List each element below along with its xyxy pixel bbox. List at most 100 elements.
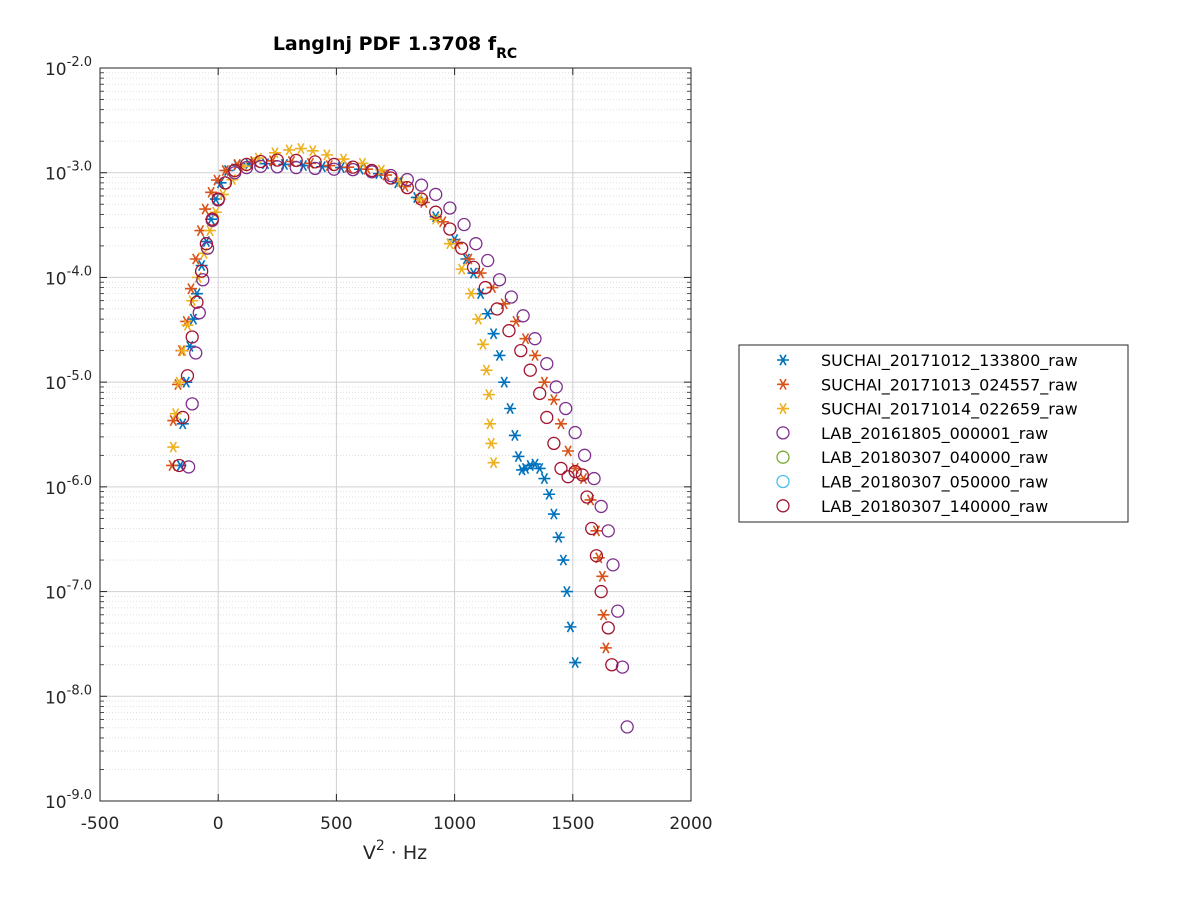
chart-title-subscript: RC <box>496 46 517 62</box>
data-point <box>356 157 369 169</box>
data-point <box>606 558 620 572</box>
y-tick-label-exponent: -7.0 <box>67 579 92 594</box>
data-point <box>199 237 214 251</box>
y-tick-label-exponent: -8.0 <box>67 683 92 698</box>
data-point <box>577 448 592 462</box>
axis-ticks <box>99 67 692 802</box>
data-point <box>547 436 561 451</box>
data-point <box>457 217 471 232</box>
data-point <box>528 349 541 362</box>
data-point <box>615 660 630 674</box>
data-point <box>346 160 360 174</box>
data-point <box>189 253 202 265</box>
chart-title: LangInj PDF 1.3708 fRC <box>273 33 517 62</box>
series-1 <box>166 155 612 654</box>
data-point <box>443 201 457 215</box>
legend-label: LAB_20180307_040000_raw <box>821 448 1048 468</box>
grid <box>99 67 692 802</box>
data-point <box>575 468 589 482</box>
data-point <box>476 338 489 350</box>
data-point <box>294 142 307 155</box>
data-point <box>498 376 511 388</box>
legend-entry: LAB_20161805_000001_raw <box>776 424 1048 444</box>
x-tick-label: 0 <box>213 814 224 834</box>
data-point <box>186 295 199 307</box>
data-point <box>589 549 604 563</box>
data-point <box>337 153 350 165</box>
data-point <box>283 144 296 156</box>
data-point <box>504 290 518 304</box>
legend-entry: SUCHAI_20171013_024557_raw <box>777 375 1078 395</box>
data-point <box>493 349 506 362</box>
data-point <box>528 332 542 346</box>
y-tick-label-exponent: -5.0 <box>67 369 92 384</box>
data-point <box>254 154 268 169</box>
data-point <box>270 153 284 167</box>
data-point <box>192 306 206 320</box>
data-point <box>185 283 198 295</box>
data-point <box>568 464 582 479</box>
x-axis-label-superscript: 2 <box>376 838 385 854</box>
data-point <box>523 363 537 377</box>
y-tick-label-base: 10 <box>45 269 67 289</box>
data-point <box>289 153 303 168</box>
data-point <box>289 160 303 175</box>
data-point <box>601 621 615 635</box>
data-point <box>564 621 577 633</box>
data-point <box>490 302 504 316</box>
data-point <box>195 264 209 278</box>
data-point <box>554 418 567 430</box>
data-point <box>306 145 319 157</box>
data-point <box>580 490 594 504</box>
data-points <box>166 142 634 734</box>
x-tick-label: 1000 <box>433 814 476 834</box>
x-axis-label-rest: · Hz <box>385 842 427 864</box>
data-point <box>455 241 469 255</box>
data-point <box>173 376 186 388</box>
data-point <box>181 460 196 474</box>
data-point <box>203 225 216 237</box>
data-point <box>205 212 219 226</box>
data-point <box>508 429 521 442</box>
data-point <box>561 470 575 484</box>
x-tick-label: 1500 <box>551 814 594 834</box>
y-tick-label: 10-9.0 <box>45 788 92 813</box>
y-tick-label-base: 10 <box>45 165 67 185</box>
data-point <box>180 369 195 383</box>
data-point <box>429 205 443 219</box>
legend-marker <box>776 499 790 513</box>
data-point <box>559 401 573 416</box>
series-6 <box>172 153 619 672</box>
legend-entry: SUCHAI_20171012_133800_raw <box>777 351 1078 371</box>
y-tick-label-base: 10 <box>45 688 67 708</box>
data-point <box>466 260 481 274</box>
data-point <box>596 570 609 582</box>
plot-frame <box>99 67 692 802</box>
data-point <box>547 508 560 520</box>
y-tick-label-base: 10 <box>45 374 67 394</box>
legend-label: LAB_20180307_140000_raw <box>821 497 1048 517</box>
data-point <box>185 397 199 411</box>
chart-title-main: LangInj PDF 1.3708 f <box>273 33 497 55</box>
y-tick-label-exponent: -2.0 <box>67 55 92 70</box>
data-point <box>181 319 194 331</box>
data-point <box>365 163 379 178</box>
data-point <box>533 386 547 401</box>
x-tick-label: 2000 <box>669 814 712 834</box>
y-tick-label-base: 10 <box>45 793 67 813</box>
y-tick-label: 10-3.0 <box>45 160 92 185</box>
data-point <box>304 157 317 169</box>
data-point <box>320 149 333 161</box>
data-point <box>327 162 341 176</box>
data-point <box>270 160 284 174</box>
series-3 <box>181 159 634 734</box>
data-point <box>538 376 551 388</box>
data-point <box>549 380 563 394</box>
data-point <box>167 441 180 453</box>
data-point <box>254 159 268 174</box>
data-point <box>414 192 429 206</box>
legend-marker <box>777 403 789 415</box>
data-point <box>228 163 242 178</box>
legend-marker <box>776 426 790 440</box>
data-point <box>481 253 495 268</box>
